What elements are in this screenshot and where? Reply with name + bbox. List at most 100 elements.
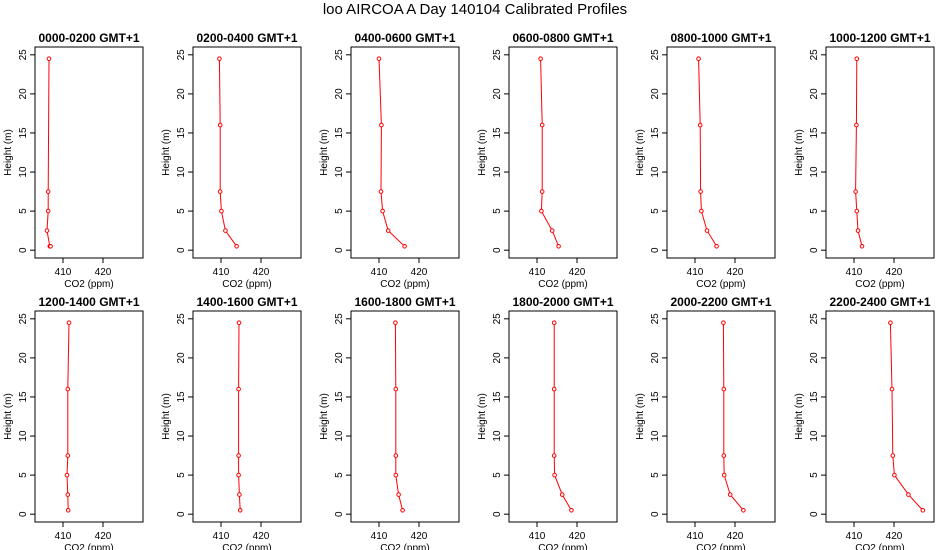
plot-frame xyxy=(508,46,618,259)
data-point xyxy=(236,472,241,478)
data-point xyxy=(855,228,861,233)
y-tick-label: 15 xyxy=(650,391,661,403)
data-point xyxy=(65,492,71,497)
x-axis-label: CO2 (ppm) xyxy=(64,543,113,550)
x-tick-label: 410 xyxy=(371,531,388,542)
data-point xyxy=(538,56,543,62)
panel-title: 0800-1000 GMT+1 xyxy=(670,31,771,45)
data-point xyxy=(551,386,557,392)
data-point xyxy=(721,320,726,326)
data-point xyxy=(853,189,858,194)
data-point xyxy=(697,122,703,128)
y-tick-label: 15 xyxy=(334,127,345,139)
y-tick-label: 5 xyxy=(176,472,187,478)
data-point xyxy=(393,453,399,458)
y-tick-label: 0 xyxy=(18,247,29,253)
x-axis-label: CO2 (ppm) xyxy=(380,543,429,550)
x-axis-label: CO2 (ppm) xyxy=(855,543,904,550)
y-tick-label: 10 xyxy=(18,166,29,178)
data-point xyxy=(45,189,51,194)
data-point xyxy=(892,472,897,478)
data-point xyxy=(234,244,239,249)
y-tick-label: 5 xyxy=(650,472,661,478)
data-point xyxy=(393,472,399,478)
data-point xyxy=(888,320,893,326)
data-point xyxy=(721,453,727,458)
y-tick-label: 10 xyxy=(176,430,187,442)
y-axis-label: Height (m) xyxy=(794,129,805,176)
y-tick-label: 25 xyxy=(492,313,503,325)
plot-frame xyxy=(34,310,144,523)
data-point xyxy=(44,228,50,233)
data-point xyxy=(378,189,384,194)
profile-line xyxy=(66,322,70,511)
y-tick-label: 20 xyxy=(334,88,345,100)
panel-title: 2200-2400 GMT+1 xyxy=(829,295,930,309)
x-axis-label: CO2 (ppm) xyxy=(696,543,745,550)
y-tick-label: 5 xyxy=(176,208,187,214)
panel-title: 0000-0200 GMT+1 xyxy=(38,31,139,45)
plot-frame xyxy=(666,310,776,523)
data-point xyxy=(539,208,544,214)
data-point xyxy=(400,508,405,513)
panel-title: 1200-1400 GMT+1 xyxy=(38,295,139,309)
y-tick-label: 0 xyxy=(650,511,661,517)
y-axis-label: Height (m) xyxy=(635,393,646,440)
x-tick-label: 420 xyxy=(411,531,428,542)
data-point xyxy=(741,508,746,513)
data-point xyxy=(549,228,555,233)
data-point xyxy=(376,56,382,62)
y-tick-label: 0 xyxy=(492,247,503,253)
data-point xyxy=(219,208,224,214)
page-title: loo AIRCOA A Day 140104 Calibrated Profi… xyxy=(322,1,628,18)
data-point xyxy=(402,244,407,249)
profile-line xyxy=(218,58,238,247)
data-point xyxy=(45,208,51,214)
data-point xyxy=(721,386,727,392)
y-tick-label: 25 xyxy=(334,49,345,61)
y-tick-label: 15 xyxy=(334,391,345,403)
x-tick-label: 420 xyxy=(95,531,112,542)
x-tick-label: 420 xyxy=(253,267,270,278)
y-tick-label: 0 xyxy=(334,247,345,253)
y-tick-label: 0 xyxy=(18,511,29,517)
x-tick-label: 420 xyxy=(727,267,744,278)
profile-line xyxy=(889,322,924,511)
data-point xyxy=(64,472,70,478)
y-tick-label: 25 xyxy=(334,313,345,325)
x-axis-label: CO2 (ppm) xyxy=(222,543,271,550)
plot-frame xyxy=(350,46,460,259)
y-axis-label: Height (m) xyxy=(161,393,172,440)
y-tick-label: 15 xyxy=(176,127,187,139)
y-axis-label: Height (m) xyxy=(161,129,172,176)
y-tick-label: 20 xyxy=(650,88,661,100)
y-tick-label: 0 xyxy=(809,511,820,517)
y-tick-label: 15 xyxy=(176,391,187,403)
y-tick-label: 20 xyxy=(18,352,29,364)
x-tick-label: 410 xyxy=(55,267,72,278)
y-tick-label: 0 xyxy=(334,511,345,517)
y-tick-label: 20 xyxy=(809,352,820,364)
data-point xyxy=(704,228,710,233)
x-tick-label: 410 xyxy=(687,267,704,278)
y-tick-label: 0 xyxy=(176,247,187,253)
data-point xyxy=(551,453,557,458)
x-tick-label: 410 xyxy=(371,267,388,278)
data-point xyxy=(237,492,242,497)
data-point xyxy=(559,492,565,497)
profile-line xyxy=(855,58,863,247)
panel-title: 1600-1800 GMT+1 xyxy=(354,295,455,309)
panel-title: 1800-2000 GMT+1 xyxy=(512,295,613,309)
y-tick-label: 5 xyxy=(18,472,29,478)
data-point xyxy=(66,320,72,326)
y-tick-label: 20 xyxy=(492,352,503,364)
data-point xyxy=(556,244,561,249)
data-point xyxy=(223,228,228,233)
y-tick-label: 20 xyxy=(334,352,345,364)
data-point xyxy=(393,320,398,326)
plot-frame xyxy=(192,46,302,259)
y-tick-label: 5 xyxy=(809,472,820,478)
